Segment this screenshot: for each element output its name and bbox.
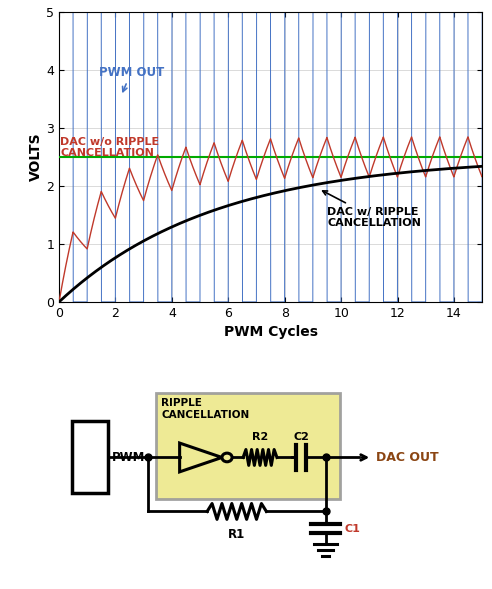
Text: RIPPLE
CANCELLATION: RIPPLE CANCELLATION [161, 398, 249, 420]
Text: C1: C1 [345, 524, 361, 534]
Text: C2: C2 [293, 432, 309, 442]
X-axis label: PWM Cycles: PWM Cycles [223, 325, 318, 339]
Text: DAC w/o RIPPLE
CANCELLATION: DAC w/o RIPPLE CANCELLATION [61, 137, 159, 158]
Text: PWM OUT: PWM OUT [98, 65, 164, 92]
FancyBboxPatch shape [156, 393, 340, 499]
Text: DAC w/ RIPPLE
CANCELLATION: DAC w/ RIPPLE CANCELLATION [323, 191, 421, 229]
Text: R2: R2 [252, 432, 268, 442]
Bar [72, 422, 108, 494]
Y-axis label: VOLTS: VOLTS [30, 133, 43, 181]
Text: DAC OUT: DAC OUT [376, 451, 439, 464]
Text: PWM: PWM [112, 451, 145, 464]
Text: R1: R1 [228, 528, 246, 541]
